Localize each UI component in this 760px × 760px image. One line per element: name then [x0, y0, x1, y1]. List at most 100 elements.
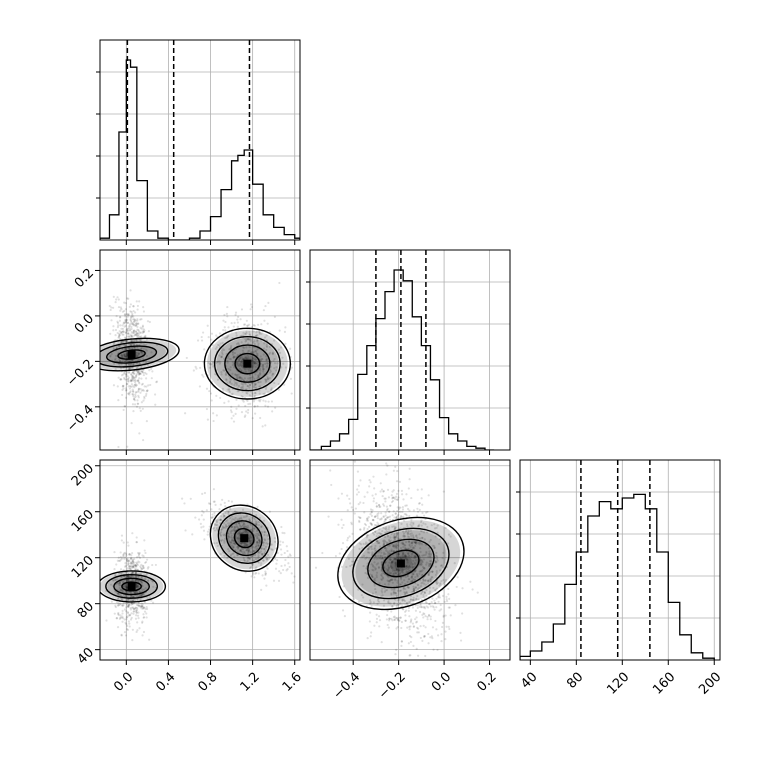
sample-point [387, 564, 390, 567]
sample-point [125, 355, 128, 358]
sample-point [126, 567, 129, 570]
sample-point [131, 561, 135, 564]
sample-point [381, 587, 384, 590]
sample-point [232, 362, 235, 365]
sample-point [384, 552, 387, 556]
sample-point [439, 583, 442, 586]
sample-point [257, 544, 260, 547]
sample-point [260, 552, 264, 555]
sample-point [232, 539, 235, 542]
sample-point [436, 581, 440, 584]
sample-point [398, 556, 401, 559]
sample-point [404, 554, 407, 557]
sample-point [247, 342, 250, 345]
sample-point [273, 357, 276, 361]
sample-point [394, 557, 397, 561]
sample-point [136, 563, 139, 567]
sample-point [438, 542, 441, 545]
sample-point [378, 625, 381, 628]
sample-point [247, 550, 250, 553]
sample-point [124, 308, 128, 311]
sample-point [441, 621, 444, 624]
sample-point [113, 567, 116, 571]
sample-point [131, 403, 135, 406]
sample-point [393, 602, 396, 605]
sample-point [243, 550, 246, 553]
sample-point [423, 597, 427, 600]
sample-point [258, 540, 261, 543]
sample-point [362, 528, 366, 531]
sample-point [422, 566, 425, 570]
sample-point [118, 582, 121, 585]
sample-point [236, 390, 239, 393]
sample-point [342, 523, 345, 527]
sample-point [412, 585, 415, 588]
sample-point [239, 549, 242, 552]
sample-point [206, 324, 209, 327]
sample-point [127, 603, 131, 606]
sample-point [134, 564, 137, 567]
sample-point [117, 334, 121, 338]
sample-point [401, 506, 404, 509]
sample-point [265, 342, 269, 346]
sample-point [220, 356, 223, 359]
sample-point [373, 515, 376, 519]
sample-point [445, 598, 448, 601]
sample-point [400, 557, 403, 560]
sample-point [122, 408, 125, 412]
sample-point [447, 533, 451, 536]
sample-point [202, 511, 205, 514]
sample-point [211, 515, 214, 519]
sample-point [433, 527, 437, 530]
sample-point [414, 604, 417, 607]
sample-point [116, 597, 120, 600]
sample-point [129, 328, 132, 331]
sample-point [141, 605, 144, 609]
sample-point [227, 534, 230, 538]
sample-point [394, 571, 397, 575]
sample-point [117, 445, 120, 449]
sample-point [129, 317, 133, 320]
sample-point [137, 575, 140, 578]
sample-point [371, 508, 374, 512]
sample-point [123, 585, 127, 589]
contour-line [233, 528, 255, 549]
sample-point [407, 568, 410, 571]
sample-point [131, 628, 134, 631]
sample-point [123, 372, 126, 375]
sample-point [217, 360, 220, 363]
sample-point [139, 572, 143, 576]
sample-point [382, 544, 385, 547]
sample-point [429, 553, 433, 556]
sample-point [247, 556, 250, 559]
sample-point [141, 621, 144, 624]
sample-point [227, 512, 230, 515]
sample-point [117, 593, 120, 596]
sample-point [392, 496, 395, 499]
sample-point [431, 570, 434, 573]
sample-point [405, 493, 408, 496]
sample-point [383, 542, 386, 545]
sample-point [386, 579, 389, 582]
sample-point [123, 371, 126, 374]
sample-point [133, 320, 136, 323]
sample-point [150, 351, 153, 354]
sample-point [123, 575, 126, 578]
sample-point [400, 640, 403, 643]
sample-point [391, 560, 394, 563]
sample-point [127, 332, 130, 335]
sample-point [380, 517, 383, 520]
sample-point [127, 385, 130, 388]
sample-point [137, 387, 140, 390]
sample-point [232, 545, 235, 548]
sample-point [127, 575, 130, 578]
sample-point [130, 315, 134, 318]
sample-point [129, 591, 132, 595]
sample-point [265, 344, 268, 347]
sample-point [131, 371, 135, 374]
sample-point [137, 371, 140, 374]
sample-point [134, 333, 137, 336]
sample-point [130, 340, 133, 343]
sample-point [243, 559, 246, 562]
sample-point [203, 491, 207, 495]
